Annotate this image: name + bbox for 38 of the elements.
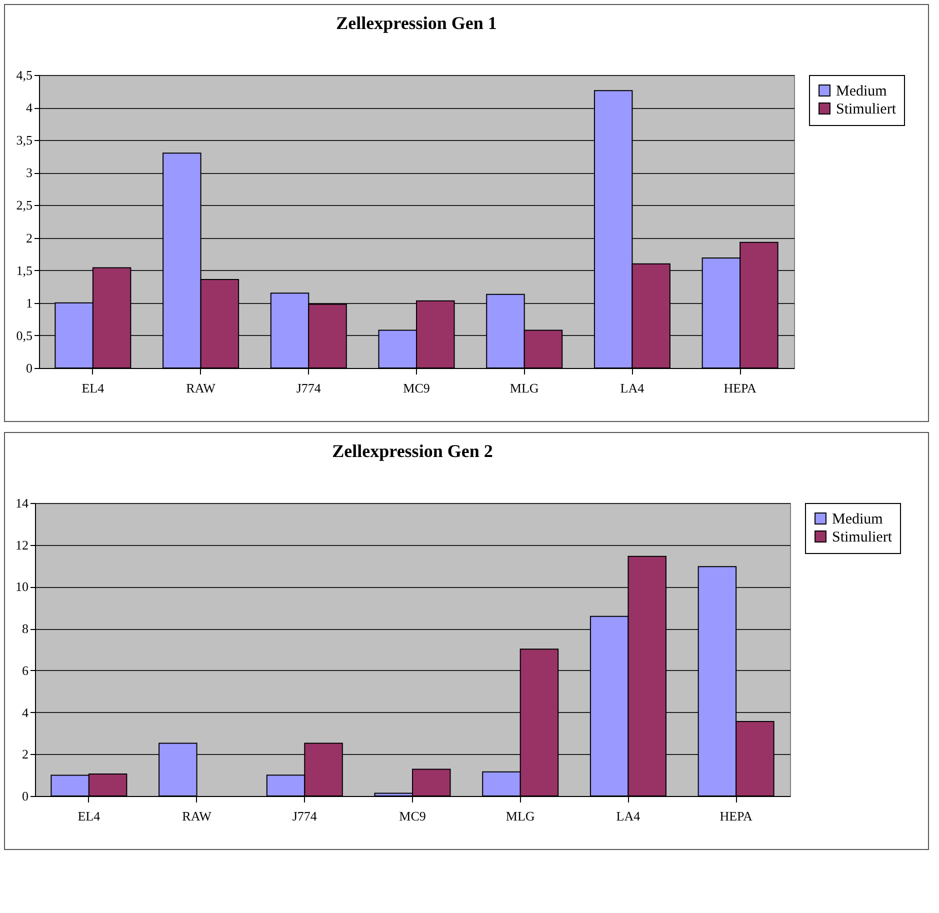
y-tick-label: 0 bbox=[26, 360, 32, 376]
x-tick-label: J774 bbox=[296, 380, 322, 396]
x-tick-label: MLG bbox=[510, 380, 539, 396]
y-tick-label: 3,5 bbox=[16, 132, 32, 148]
y-tick-label: 12 bbox=[16, 537, 28, 552]
x-tick-label: LA4 bbox=[620, 380, 645, 396]
x-tick-label: EL4 bbox=[82, 380, 105, 396]
y-tick-label: 4 bbox=[22, 704, 29, 720]
y-tick-label: 4,5 bbox=[16, 68, 32, 82]
y-tick-label: 6 bbox=[22, 662, 29, 678]
x-tick-label: MC9 bbox=[399, 808, 426, 824]
x-tick-label: RAW bbox=[186, 380, 216, 396]
x-tick-label: LA4 bbox=[616, 808, 641, 824]
y-tick-label: 10 bbox=[16, 579, 28, 594]
x-tick-label: MC9 bbox=[403, 380, 430, 396]
legend-label: Stimuliert bbox=[836, 102, 897, 118]
legend-label: Stimuliert bbox=[832, 530, 893, 546]
chart-title: Zellexpression Gen 1 bbox=[336, 13, 497, 33]
y-tick-label: 0,5 bbox=[16, 328, 32, 343]
y-tick-label: 1,5 bbox=[16, 262, 32, 278]
x-tick-label: RAW bbox=[182, 808, 212, 824]
y-tick-label: 4 bbox=[26, 100, 33, 116]
y-tick-label: 2,5 bbox=[16, 198, 32, 213]
x-tick-label: EL4 bbox=[78, 808, 101, 824]
y-tick-label: 3 bbox=[26, 165, 32, 180]
y-tick-label: 14 bbox=[16, 496, 29, 510]
x-tick-label: MLG bbox=[506, 808, 535, 824]
legend-label: Medium bbox=[832, 512, 884, 528]
y-tick-label: 2 bbox=[26, 230, 32, 246]
chart-title: Zellexpression Gen 2 bbox=[332, 441, 493, 461]
legend-label: Medium bbox=[836, 84, 888, 100]
y-tick-label: 1 bbox=[26, 295, 32, 310]
y-tick-label: 0 bbox=[22, 788, 28, 804]
x-tick-label: J774 bbox=[292, 808, 318, 824]
y-tick-label: 2 bbox=[22, 746, 28, 762]
y-tick-label: 8 bbox=[22, 621, 28, 636]
x-tick-label: HEPA bbox=[724, 380, 758, 396]
x-tick-label: HEPA bbox=[720, 808, 754, 824]
